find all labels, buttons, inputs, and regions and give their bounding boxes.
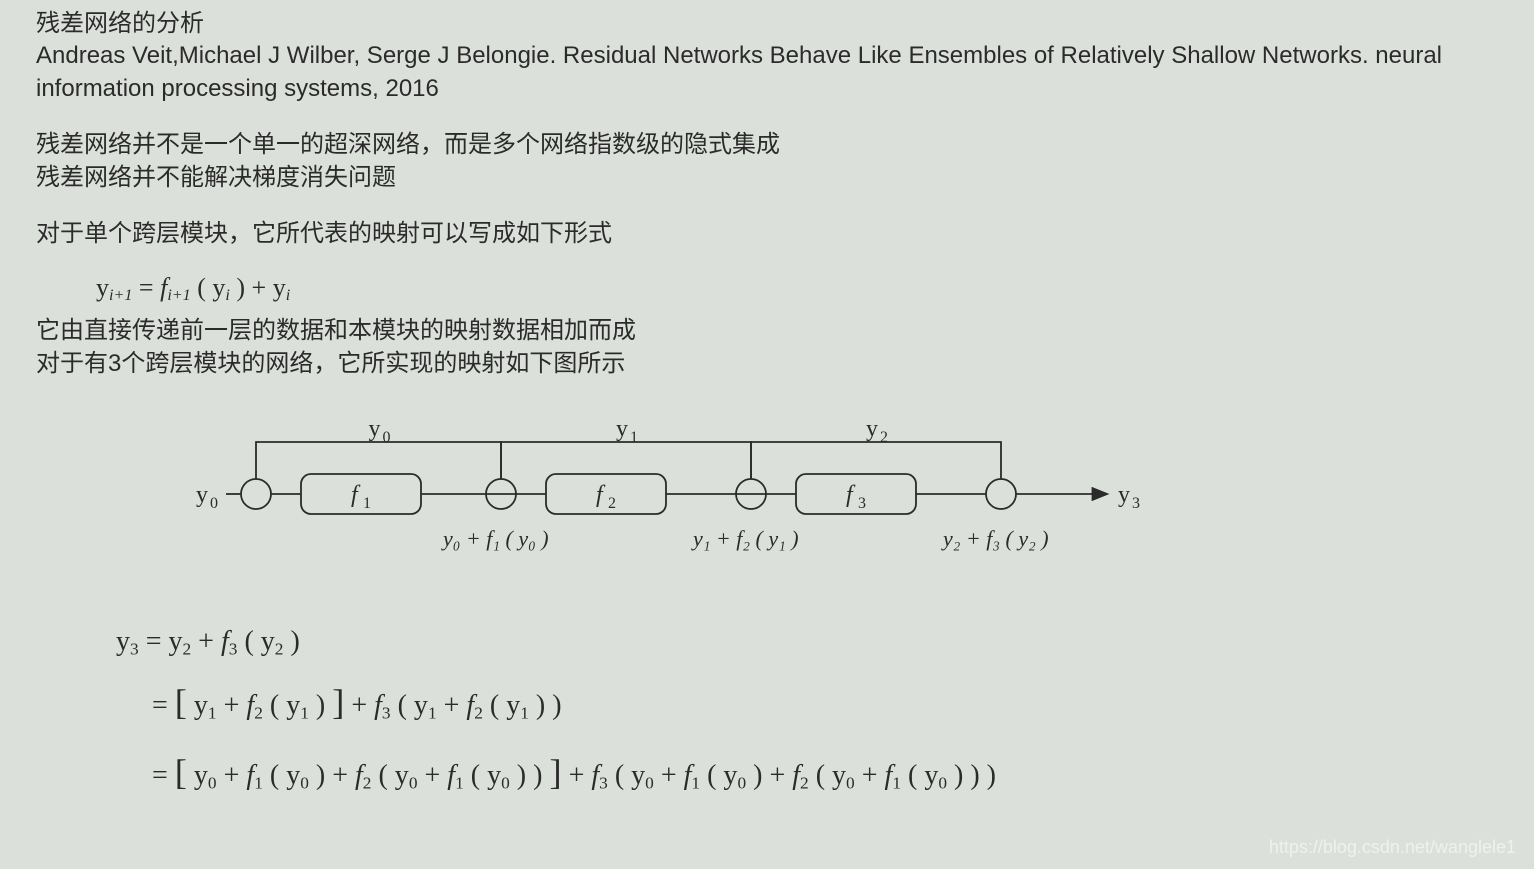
paragraph-3-line-1: 它由直接传递前一层的数据和本模块的映射数据相加而成 [36,315,1498,347]
svg-text:1: 1 [363,495,371,512]
svg-text:y₁ + f₂ ( y₁ ): y₁ + f₂ ( y₁ ) [691,526,799,551]
svg-text:3: 3 [858,495,866,512]
svg-text:y₂ + f₃ ( y₂ ): y₂ + f₃ ( y₂ ) [941,526,1049,551]
svg-text:2: 2 [880,429,888,446]
svg-text:y: y [196,482,208,508]
derivation-line-3: = [ y0 + f1 ( y0 ) + f2 ( y0 + f1 ( y0 )… [116,738,1498,807]
paragraph-2: 对于单个跨层模块，它所代表的映射可以写成如下形式 [36,218,1498,250]
svg-text:f: f [846,482,856,508]
svg-text:y: y [369,416,381,442]
svg-text:3: 3 [1132,495,1140,512]
svg-text:1: 1 [630,429,638,446]
svg-text:f: f [351,482,361,508]
derivation-line-2: = [ y1 + f2 ( y1 ) ] + f3 ( y1 + f2 ( y1… [116,668,1498,737]
svg-text:y: y [1118,482,1130,508]
paragraph-1-line-1: 残差网络并不是一个单一的超深网络，而是多个网络指数级的隐式集成 [36,129,1498,161]
paragraph-1-line-2: 残差网络并不能解决梯度消失问题 [36,162,1498,194]
svg-text:2: 2 [608,495,616,512]
residual-diagram: y0f1y0y₀ + f₁ ( y₀ )f2y1y₁ + f₂ ( y₁ )f3… [176,408,1498,587]
paragraph-3-line-2: 对于有3个跨层模块的网络，它所实现的映射如下图所示 [36,348,1498,380]
svg-text:f: f [596,482,606,508]
svg-text:0: 0 [210,495,218,512]
derivation: y3 = y2 + f3 ( y2 ) = [ y1 + f2 ( y1 ) ]… [36,615,1498,807]
svg-text:y: y [616,416,628,442]
citation: Andreas Veit,Michael J Wilber, Serge J B… [36,40,1498,105]
svg-text:y: y [866,416,878,442]
equation-1: yi+1 = fi+1 ( yi ) + yi [36,270,1498,307]
derivation-line-1: y3 = y2 + f3 ( y2 ) [116,615,1498,668]
document-body: 残差网络的分析 Andreas Veit,Michael J Wilber, S… [0,0,1534,807]
watermark: https://blog.csdn.net/wanglele1 [1269,835,1516,859]
title: 残差网络的分析 [36,8,1498,40]
svg-text:y₀ + f₁ ( y₀ ): y₀ + f₁ ( y₀ ) [441,526,549,551]
svg-text:0: 0 [383,429,391,446]
